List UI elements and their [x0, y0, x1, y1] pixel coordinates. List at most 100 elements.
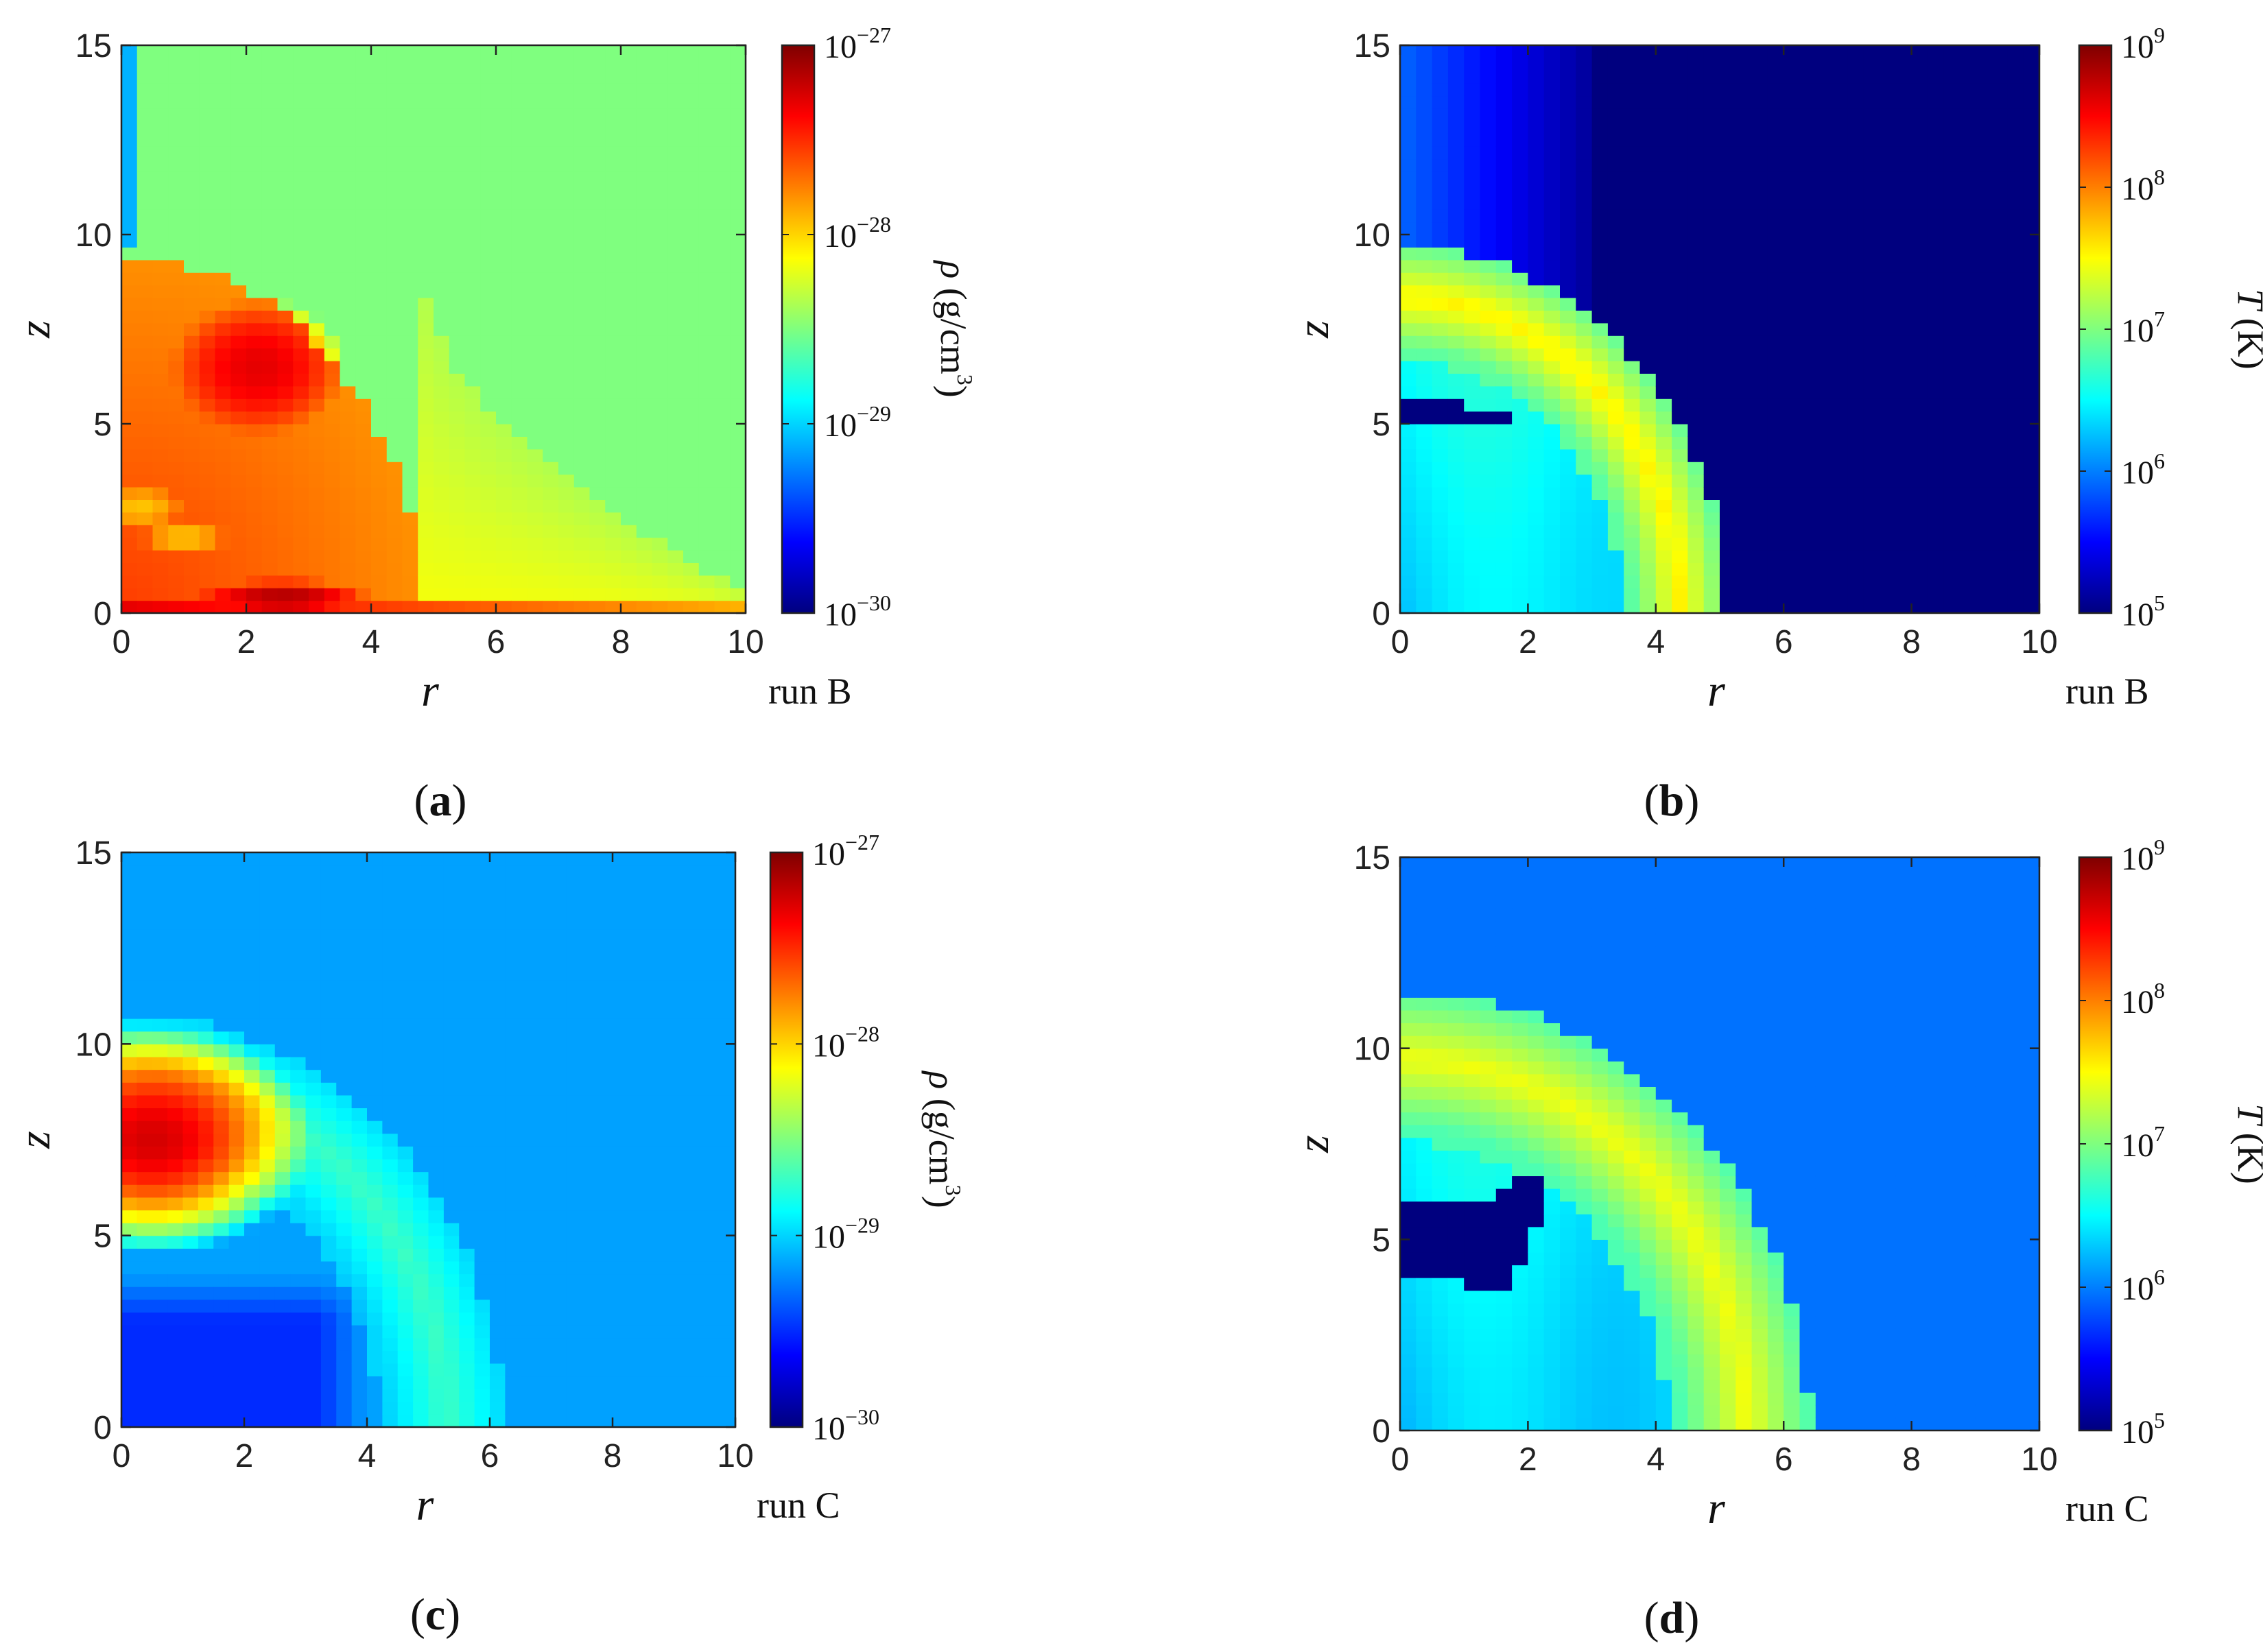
heatmap-cell: [573, 436, 591, 450]
heatmap-cell: [168, 310, 185, 324]
heatmap-cell: [1991, 550, 2008, 563]
heatmap-cell: [1432, 499, 1449, 513]
heatmap-cell: [1400, 95, 1417, 109]
heatmap-cell: [636, 474, 653, 488]
heatmap-cell: [589, 348, 606, 361]
heatmap-cell: [1735, 562, 1753, 576]
heatmap-cell: [605, 121, 621, 134]
heatmap-cell: [167, 980, 184, 994]
heatmap-cell: [459, 1363, 475, 1377]
heatmap-cell: [443, 1286, 460, 1300]
heatmap-cell: [382, 1121, 399, 1134]
heatmap-cell: [2023, 575, 2040, 588]
heatmap-cell: [1495, 424, 1513, 437]
heatmap-cell: [1480, 171, 1497, 184]
heatmap-cell: [1560, 448, 1576, 462]
heatmap-cell: [636, 272, 653, 286]
heatmap-cell: [1832, 247, 1848, 261]
heatmap-cell: [1784, 45, 1801, 58]
heatmap-cell: [474, 1108, 490, 1121]
heatmap-cell: [428, 1069, 445, 1083]
heatmap-cell: [1832, 411, 1848, 424]
heatmap-cell: [259, 1337, 276, 1351]
heatmap-cell: [511, 247, 528, 261]
heatmap-cell: [413, 1108, 429, 1121]
heatmap-cell: [182, 890, 199, 905]
heatmap-cell: [2007, 448, 2024, 462]
heatmap-cell: [1687, 272, 1705, 286]
heatmap-cell: [320, 916, 337, 930]
heatmap-cell: [730, 184, 746, 197]
heatmap-cell: [320, 954, 337, 968]
heatmap-cell: [351, 1197, 368, 1211]
heatmap-cell: [558, 322, 575, 336]
heatmap-cell: [1911, 171, 1928, 184]
heatmap-cell: [1655, 235, 1672, 248]
heatmap-cell: [1880, 247, 1896, 261]
heatmap-cell: [551, 1350, 567, 1364]
heatmap-cell: [309, 588, 325, 601]
heatmap-cell: [490, 1044, 506, 1057]
heatmap-cell: [1799, 600, 1816, 614]
heatmap-cell: [683, 411, 700, 424]
heatmap-cell: [259, 1005, 276, 1019]
heatmap-cell: [1832, 45, 1848, 58]
heatmap-cell: [496, 487, 512, 500]
heatmap-cell: [1687, 348, 1705, 361]
heatmap-cell: [213, 1260, 230, 1275]
heatmap-cell: [1751, 322, 1768, 336]
heatmap-cell: [652, 133, 668, 147]
heatmap-cell: [1512, 235, 1528, 248]
heatmap-cell: [536, 1197, 552, 1211]
heatmap-cell: [1832, 385, 1848, 399]
heatmap-cell: [714, 361, 731, 374]
heatmap-cell: [274, 1337, 291, 1351]
heatmap-cell: [215, 45, 231, 58]
heatmap-cell: [386, 310, 403, 324]
heatmap-cell: [1495, 121, 1513, 134]
heatmap-cell: [397, 1197, 414, 1211]
heatmap-cell: [1911, 108, 1928, 121]
heatmap-cell: [443, 1299, 460, 1313]
heatmap-cell: [667, 133, 684, 147]
heatmap-cell: [1432, 247, 1449, 261]
heatmap-cell: [1991, 361, 2008, 374]
heatmap-cell: [474, 1197, 490, 1211]
heatmap-cell: [505, 1401, 521, 1415]
heatmap-cell: [698, 398, 715, 412]
heatmap-cell: [683, 83, 700, 97]
heatmap-cell: [428, 1299, 445, 1313]
heatmap-cell: [459, 1376, 475, 1389]
heatmap-cell: [1991, 462, 2008, 475]
heatmap-cell: [714, 310, 731, 324]
heatmap-cell: [1975, 209, 1992, 223]
heatmap-cell: [573, 512, 591, 525]
heatmap-cell: [1560, 298, 1576, 311]
heatmap-cell: [1624, 70, 1641, 84]
heatmap-cell: [371, 298, 388, 311]
heatmap-cell: [730, 424, 746, 437]
heatmap-cell: [121, 1108, 137, 1121]
heatmap-cell: [505, 954, 521, 968]
heatmap-cell: [198, 1031, 214, 1044]
heatmap-cell: [543, 335, 559, 349]
heatmap-cell: [351, 1389, 368, 1402]
heatmap-cell: [213, 1401, 230, 1415]
heatmap-cell: [215, 436, 231, 450]
heatmap-cell: [667, 525, 684, 538]
heatmap-cell: [259, 890, 276, 905]
heatmap-cell: [386, 436, 403, 450]
heatmap-cell: [290, 1223, 307, 1236]
heatmap-cell: [1767, 298, 1784, 311]
heatmap-cell: [558, 411, 575, 424]
heatmap-cell: [244, 929, 260, 942]
heatmap-cell: [1927, 373, 1944, 387]
heatmap-cell: [443, 1094, 460, 1109]
heatmap-cell: [2007, 487, 2024, 500]
heatmap-cell: [1607, 45, 1624, 58]
heatmap-cell: [1591, 575, 1609, 588]
heatmap-cell: [464, 259, 481, 273]
heatmap-cell: [1655, 222, 1672, 235]
heatmap-cell: [1607, 58, 1624, 71]
heatmap-cell: [213, 1299, 230, 1313]
